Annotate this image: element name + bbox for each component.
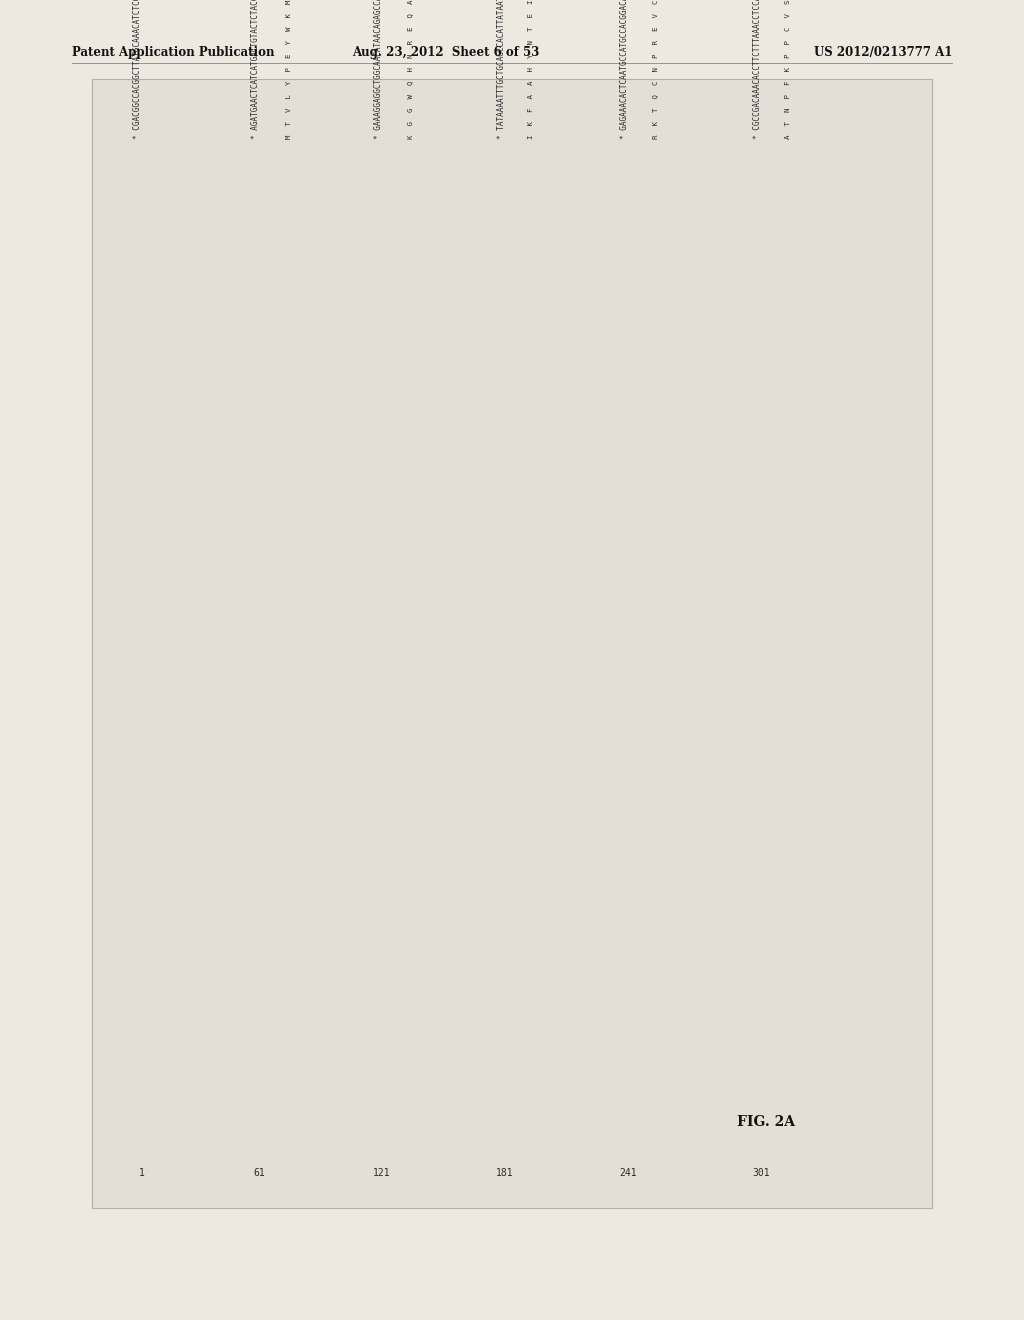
Text: * AGATGAACTCATCATGACTGTACTCTACCCCCAGAATATTGGAAAATGTACAAGTGTCAGCCTAAG +: * AGATGAACTCATCATGACTGTACTCTACCCCCAGAATA… [251, 0, 260, 139]
FancyBboxPatch shape [92, 79, 932, 1208]
Text: * GAGAAACACTCAATGCCATGCCACGGACAGGTGTGTATAGATAGTCCCGGCAAGGACTTTGGAGT +: * GAGAAACACTCAATGCCATGCCACGGACAGGTGTGTAT… [620, 0, 629, 139]
Text: 1: 1 [138, 1168, 144, 1179]
Text: 181: 181 [496, 1168, 514, 1179]
Text: Patent Application Publication: Patent Application Publication [72, 46, 274, 59]
Text: Aug. 23, 2012  Sheet 6 of 53: Aug. 23, 2012 Sheet 6 of 53 [352, 46, 539, 59]
Text: M  T  V  L  Y  P  E  Y  W  K  M  Y  K  C  Q  L  R: M T V L Y P E Y W K M Y K C Q L R [285, 0, 291, 139]
Text: 241: 241 [618, 1168, 637, 1179]
Text: 121: 121 [373, 1168, 391, 1179]
Text: * TATAAAATTTGCTGCAGCCACATTATAATACAGAGATCTTGAAAAGTATTGATAATGAGTC +: * TATAAAATTTGCTGCAGCCACATTATAATACAGAGATC… [497, 0, 506, 139]
Text: * GAAAGGAGGCTGGCAACATAACAGAGCCAACCTCAACTCAAGGACAGAAAGAGAC *: * GAAAGGAGGCTGGCAACATAACAGAGCCAACCTCAACT… [374, 0, 383, 139]
Text: 61: 61 [253, 1168, 265, 1179]
Text: US 2012/0213777 A1: US 2012/0213777 A1 [814, 46, 952, 59]
Text: * CGCCGACAAACACCTTCTTTAAACCTCCATGTGTGTCCGTCTCTACAGATGTGGGCGGTTGCTC +: * CGCCGACAAACACCTTCTTTAAACCTCCATGTGTGTCC… [753, 0, 762, 139]
Text: * CGACGGCCACGGCTTATGCAAACATCTCGGAGCCAGCAGCAGTTACCGGTCTCTGTGTCCAGTGT +: * CGACGGCCACGGCTTATGCAAACATCTCGGAGCCAGCA… [133, 0, 142, 139]
Text: R  K  T  Q  C  N  P  R  E  V  C  I  D  V  C  K  E  P  G  V: R K T Q C N P R E V C I D V C K E P G V [652, 0, 658, 139]
Text: K  G  G  W  Q  H  N  R  E  Q  A  N  L  N  S  R  T  E  T: K G G W Q H N R E Q A N L N S R T E T [408, 0, 414, 139]
Text: FIG. 2A: FIG. 2A [737, 1115, 796, 1130]
Text: I  K  F  A  A  H  Y  N  T  E  I  L  K  S  I  D  N  E  W: I K F A A H Y N T E I L K S I D N E W [528, 0, 535, 139]
Text: 301: 301 [752, 1168, 770, 1179]
Text: A  T  N  P  F  K  P  P  C  V  S  V  Y  R  C  G  C  C: A T N P F K P P C V S V Y R C G C C [785, 0, 792, 139]
